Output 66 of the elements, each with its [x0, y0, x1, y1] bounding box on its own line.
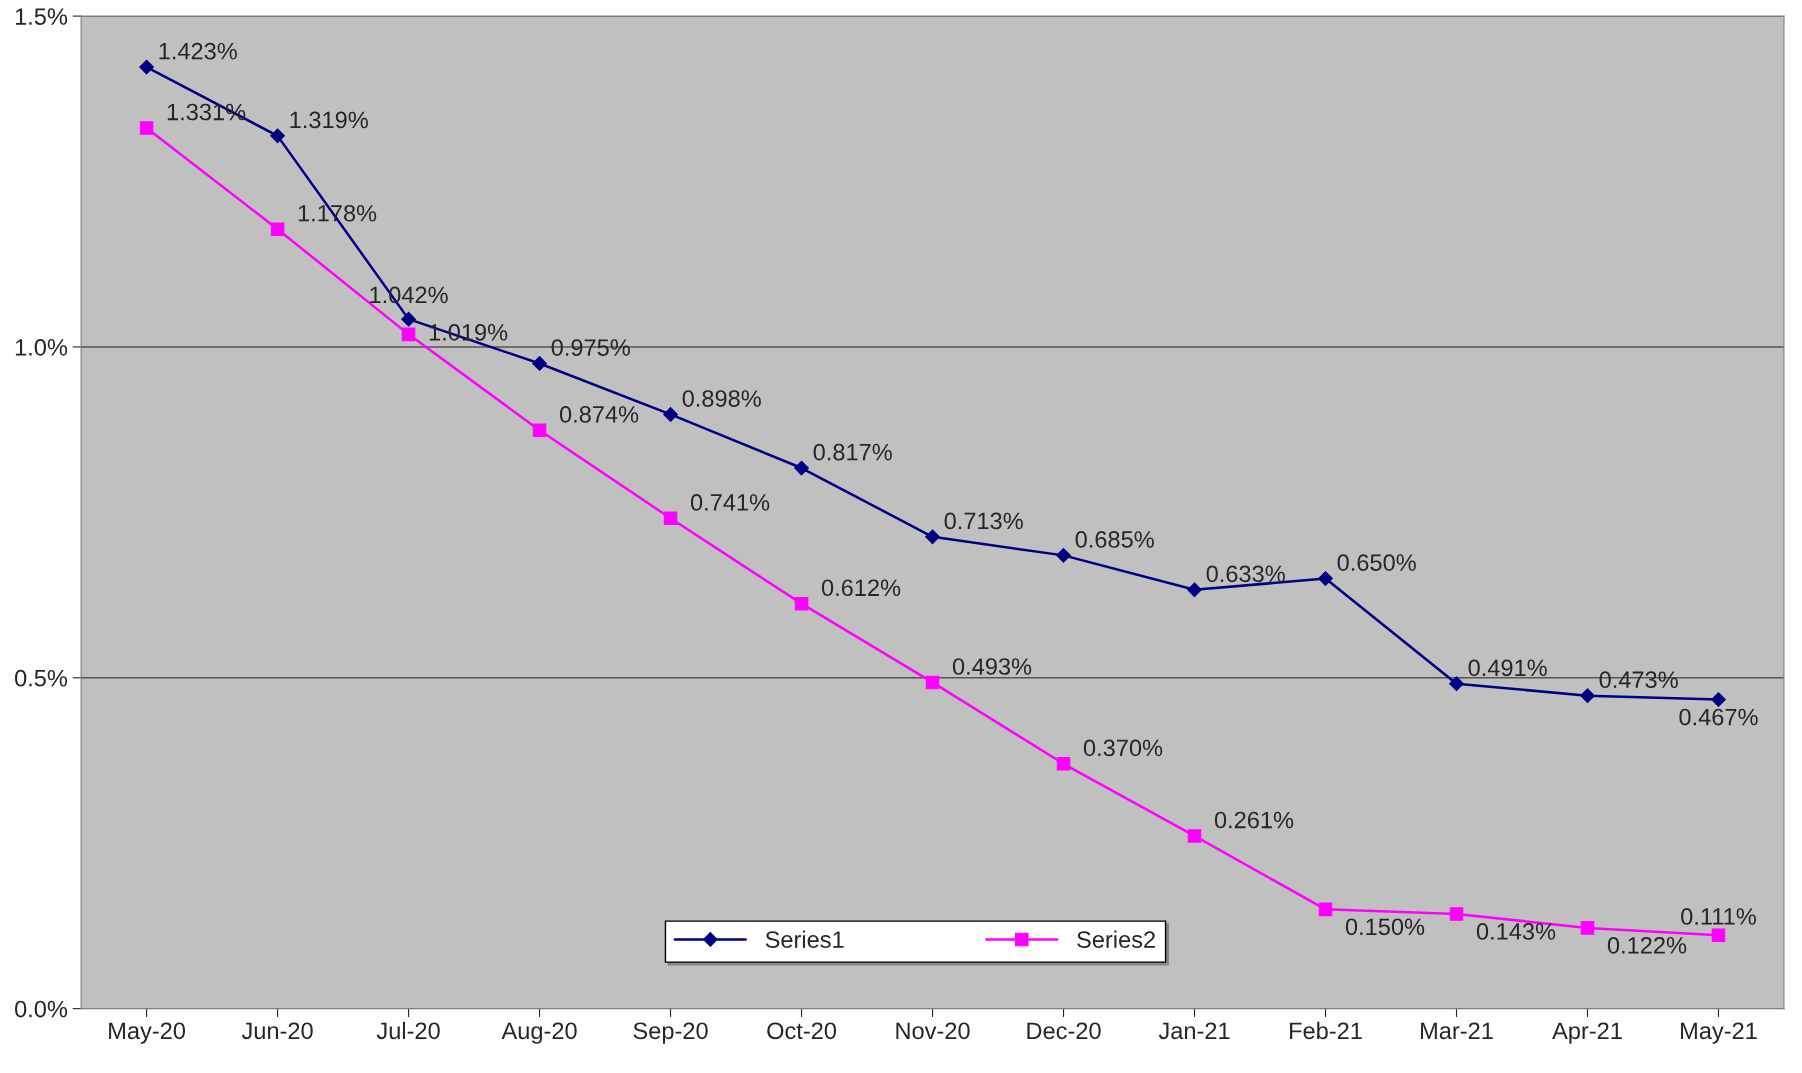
- point: [139, 59, 154, 75]
- point: [1449, 676, 1464, 692]
- data-label: 1.319%: [290, 111, 368, 129]
- point: [1580, 921, 1595, 935]
- x-tick-label: Aug-20: [501, 1022, 577, 1044]
- point: [532, 423, 547, 438]
- legend-label: Series2: [1077, 930, 1155, 948]
- point: [270, 222, 285, 236]
- data-label: 0.633%: [1206, 565, 1285, 583]
- data-label: 0.650%: [1337, 554, 1416, 571]
- data-label: 0.817%: [813, 443, 892, 461]
- point: [1580, 688, 1595, 704]
- data-label: 0.122%: [1607, 936, 1687, 954]
- point: [925, 529, 940, 545]
- data-label: 0.874%: [559, 406, 639, 423]
- x-tick-label: Jan-21: [1158, 1022, 1230, 1040]
- point: [1056, 757, 1071, 771]
- point: [270, 128, 285, 144]
- x-tick-label: May-20: [109, 1022, 186, 1044]
- point: [663, 407, 678, 422]
- y-tick-label: 1.5%: [15, 8, 68, 25]
- x-tick-label: Apr-21: [1552, 1022, 1622, 1044]
- point: [401, 311, 416, 327]
- y-tick-label: 1.0%: [15, 339, 68, 356]
- point: [401, 327, 416, 342]
- point: [925, 675, 940, 690]
- data-label: 0.143%: [1476, 923, 1556, 940]
- point: [794, 460, 809, 476]
- point: [794, 596, 809, 611]
- data-label: 0.741%: [690, 494, 770, 511]
- data-label: 0.261%: [1214, 811, 1294, 829]
- data-label: 0.111%: [1681, 908, 1756, 925]
- x-tick-label: Mar-21: [1421, 1022, 1493, 1040]
- point: [1711, 928, 1726, 942]
- x-tick-label: Jun-20: [241, 1022, 313, 1040]
- point: [1318, 902, 1333, 917]
- data-label: 0.150%: [1345, 918, 1425, 936]
- data-label: 1.423%: [159, 42, 237, 60]
- point: [1187, 829, 1202, 843]
- x-tick-label: Jul-20: [376, 1021, 440, 1040]
- y-tick-label: 0.0%: [15, 1000, 68, 1018]
- legend-label: Series1: [765, 930, 844, 948]
- x-tick-label: Oct-20: [767, 1022, 837, 1040]
- data-label: 0.612%: [821, 579, 901, 597]
- x-tick-label: Nov-20: [896, 1022, 970, 1040]
- x-tick-label: Dec-20: [1027, 1022, 1101, 1040]
- data-label: 0.370%: [1083, 739, 1163, 757]
- data-label: 0.898%: [682, 390, 761, 407]
- data-label: 0.685%: [1075, 531, 1154, 548]
- point: [1056, 547, 1071, 563]
- x-tick-label: Sep-20: [633, 1022, 708, 1044]
- data-label: 0.975%: [551, 339, 630, 356]
- point: [663, 511, 678, 526]
- point: [532, 356, 547, 371]
- point: [139, 121, 154, 135]
- data-label: 0.493%: [952, 658, 1032, 675]
- x-tick-label: Feb-21: [1290, 1021, 1362, 1040]
- point: [1318, 571, 1333, 586]
- point: [1711, 692, 1726, 708]
- y-tick-label: 0.5%: [15, 669, 68, 687]
- data-label: 0.467%: [1679, 708, 1758, 726]
- data-label: 0.713%: [944, 512, 1023, 530]
- x-tick-label: May-21: [1681, 1022, 1757, 1044]
- point: [1187, 582, 1202, 598]
- point: [1449, 907, 1464, 921]
- data-label: 0.491%: [1468, 659, 1547, 677]
